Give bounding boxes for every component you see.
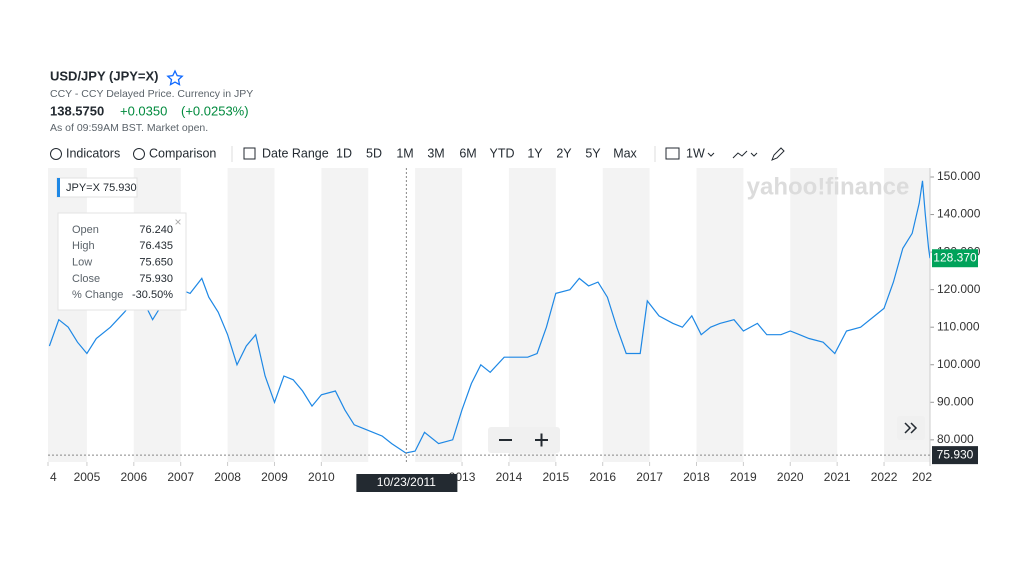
x-tick-label: 2015 [542, 470, 569, 484]
range-button[interactable]: 5D [366, 146, 382, 160]
interval-icon [665, 147, 680, 160]
x-tick-label: 4 [50, 470, 57, 484]
tooltip-value: 75.650 [139, 257, 173, 269]
tooltip-close[interactable]: × [174, 215, 181, 229]
y-tick-label: 120.000 [937, 282, 981, 296]
x-tick-label: 2021 [824, 470, 851, 484]
crosshair-y-tag [932, 446, 978, 465]
current-price-label: 128.370 [933, 250, 977, 264]
price-line [48, 180, 930, 454]
range-button[interactable]: Max [613, 146, 637, 160]
symbol-value: 75.930 [103, 182, 137, 194]
x-tick-label: 2009 [261, 470, 288, 484]
range-button[interactable]: 6M [459, 146, 476, 160]
y-tick-label: 150.000 [937, 169, 981, 183]
tooltip-label: High [72, 240, 95, 252]
x-tick-label: 202 [912, 470, 932, 484]
x-tick-label: 2019 [730, 470, 757, 484]
range-button[interactable]: YTD [490, 146, 515, 160]
tooltip-value: 76.240 [139, 224, 173, 236]
x-tick-label: 2022 [871, 470, 898, 484]
y-tick-label: 140.000 [937, 207, 981, 221]
subtitle: CCY - CCY Delayed Price. Currency in JPY [50, 88, 253, 100]
x-tick-label: 2017 [636, 470, 663, 484]
calendar-icon [243, 147, 256, 160]
year-band [790, 168, 838, 462]
x-tick-label: 2016 [589, 470, 616, 484]
chart: yahoo!finance 80.000 90.000 100.000 110.000 1… [47, 168, 981, 492]
tooltip [57, 212, 187, 311]
date-range-button[interactable]: Date Range [262, 146, 329, 160]
current-price-tag [932, 249, 978, 268]
price: 138.5750 [50, 103, 104, 118]
indicators-button[interactable]: Indicators [66, 146, 120, 160]
x-tick-label: 2005 [74, 470, 101, 484]
y-tick-label: 100.000 [937, 357, 981, 371]
year-band [321, 168, 369, 462]
x-tick-label: 2020 [777, 470, 804, 484]
crosshair-y-label: 75.930 [937, 447, 974, 461]
expand-icon [904, 422, 918, 434]
y-tick-label: 80.000 [937, 432, 974, 446]
price-change-percent: (+0.0253%) [181, 103, 249, 118]
x-tick-label: 2018 [683, 470, 710, 484]
range-button[interactable]: 2Y [556, 146, 572, 160]
x-tick-label: 2014 [496, 470, 523, 484]
symbol-tag-accent [57, 178, 60, 197]
chart-type-icon[interactable] [707, 150, 758, 159]
watchlist-star[interactable] [166, 69, 184, 86]
draw-icon[interactable] [771, 147, 785, 161]
tooltip-value: -30.50% [132, 289, 173, 301]
year-band [415, 168, 463, 462]
tooltip-label: Close [72, 273, 100, 285]
year-bands [48, 168, 930, 462]
range-button[interactable]: 1Y [527, 146, 543, 160]
range-button[interactable]: 1M [396, 146, 413, 160]
tooltip-label: Low [72, 257, 92, 269]
range-button[interactable]: 3M [427, 146, 444, 160]
watermark: yahoo!finance [747, 173, 910, 200]
year-band [602, 168, 650, 462]
range-button[interactable]: 1D [336, 146, 352, 160]
toolbar: Indicators Comparison Date Range 1W [50, 146, 785, 162]
crosshair-date-tag [356, 474, 458, 492]
year-band [227, 168, 275, 462]
price-change: +0.0350 [120, 103, 167, 118]
tooltip-value: 75.930 [139, 273, 173, 285]
range-button[interactable]: 5Y [585, 146, 601, 160]
zoom-in-button[interactable] [535, 433, 548, 447]
comparison-icon [133, 148, 145, 160]
indicators-icon [50, 148, 62, 160]
year-band [133, 168, 181, 462]
zoom-controls [488, 427, 560, 453]
year-band [884, 168, 930, 462]
tooltip-label: Open [72, 224, 99, 236]
tooltip-value: 76.435 [139, 240, 173, 252]
x-tick-label: 2006 [120, 470, 147, 484]
x-tick-label: 2010 [308, 470, 335, 484]
crosshair-date-label: 10/23/2011 [377, 475, 436, 489]
y-tick-label: 90.000 [937, 394, 974, 408]
tooltip-label: % Change [72, 289, 123, 301]
title: USD/JPY (JPY=X) [50, 68, 159, 83]
interval-button[interactable]: 1W [686, 146, 705, 160]
year-band [508, 168, 556, 462]
x-tick-label: 2008 [214, 470, 241, 484]
symbol-name: JPY=X [66, 182, 101, 194]
as-of: As of 09:59AM BST. Market open. [50, 122, 208, 134]
x-tick-label: 2007 [167, 470, 194, 484]
year-band [696, 168, 744, 462]
comparison-button[interactable]: Comparison [149, 146, 216, 160]
y-tick-label: 110.000 [937, 319, 980, 333]
